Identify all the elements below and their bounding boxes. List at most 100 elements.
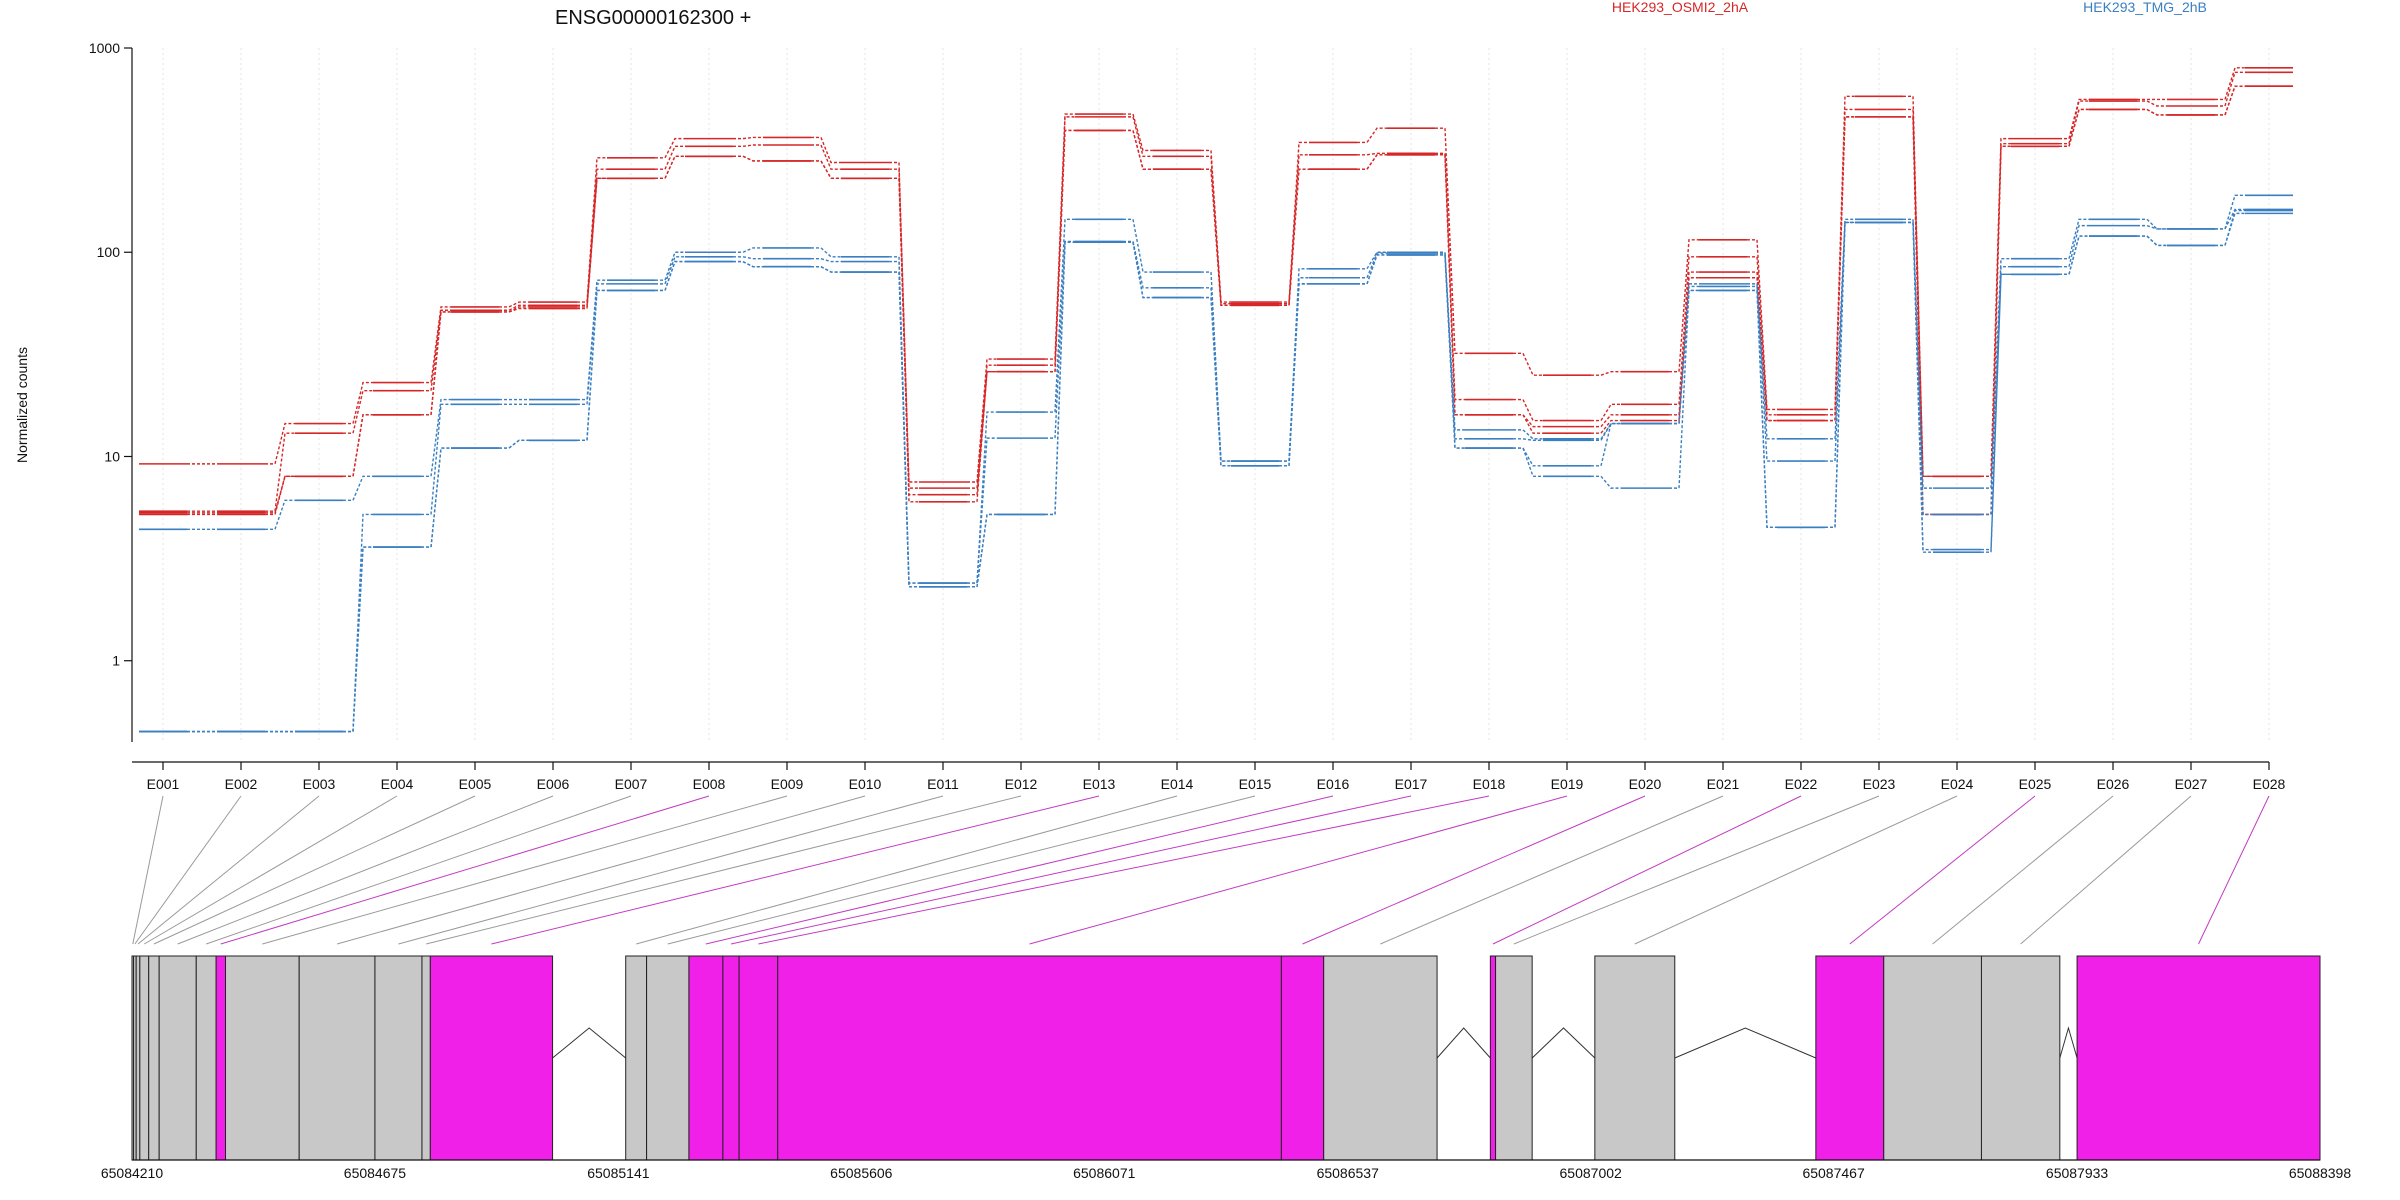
exon-connector xyxy=(134,795,242,945)
x-tick-label: E019 xyxy=(1551,776,1584,792)
exon-box xyxy=(1815,955,1885,1161)
exon-box xyxy=(2076,955,2321,1161)
coord-tick-label: 65086071 xyxy=(1073,1165,1136,1181)
exon-box xyxy=(1280,955,1325,1161)
exon-box xyxy=(646,955,690,1161)
series-line xyxy=(139,85,2293,516)
x-tick-label: E010 xyxy=(849,776,882,792)
y-tick-label: 1 xyxy=(112,653,120,669)
x-tick-label: E011 xyxy=(927,776,959,792)
exon-box xyxy=(1594,955,1676,1161)
x-tick-label: E013 xyxy=(1083,776,1116,792)
coord-tick-label: 65085606 xyxy=(830,1165,893,1181)
series-transition xyxy=(187,212,2245,733)
exon-connector xyxy=(220,795,710,945)
exon-connector xyxy=(2198,795,2270,945)
y-axis-label: Normalized counts xyxy=(14,347,30,463)
x-tick-label: E008 xyxy=(693,776,726,792)
intron xyxy=(1674,1027,1817,1059)
coord-tick-label: 65084675 xyxy=(344,1165,407,1181)
gene-model xyxy=(131,955,2321,1161)
exon-connector xyxy=(2020,795,2192,945)
x-tick-label: E021 xyxy=(1707,776,1740,792)
exon-connector xyxy=(132,795,164,945)
x-tick-label: E022 xyxy=(1785,776,1818,792)
exon-box xyxy=(215,955,227,1161)
exon-box xyxy=(1495,955,1533,1161)
x-tick-label: E020 xyxy=(1629,776,1662,792)
exon-connector xyxy=(730,795,1412,945)
exon-connector xyxy=(667,795,1256,945)
exon-connector xyxy=(177,795,554,945)
exon-box xyxy=(135,955,141,1161)
exon-connector xyxy=(336,795,866,945)
x-tick-label: E026 xyxy=(2097,776,2130,792)
x-tick-label: E017 xyxy=(1395,776,1428,792)
exon-connector xyxy=(1849,795,2036,945)
intron xyxy=(1531,1027,1596,1059)
exon-connector xyxy=(1380,795,1724,945)
coord-tick-label: 65087002 xyxy=(1560,1165,1623,1181)
series-transition xyxy=(187,208,2245,733)
y-axis: 1 10 100 1000 xyxy=(89,40,133,742)
exon-connector xyxy=(636,795,1178,945)
exon-box xyxy=(738,955,779,1161)
gridlines xyxy=(162,48,2270,742)
coord-tick-label: 65088398 xyxy=(2289,1165,2352,1181)
exon-box xyxy=(1883,955,1982,1161)
intron xyxy=(1436,1027,1491,1059)
exon-connector xyxy=(491,795,1100,945)
x-axis: E001 E002 E003 E004 E005 E006 E007 E008 E009 E010… xyxy=(132,761,2286,792)
exon-connector xyxy=(398,795,944,945)
exon-connector xyxy=(1513,795,1880,945)
exon-connector xyxy=(426,795,1022,945)
x-tick-label: E027 xyxy=(2175,776,2208,792)
series-transition xyxy=(187,85,2245,516)
series-line xyxy=(139,66,2293,483)
exon-box xyxy=(195,955,217,1161)
legend: HEK293_OSMI2_2hA HEK293_TMG_2hB xyxy=(1612,0,2207,15)
intron xyxy=(552,1027,627,1059)
exon-connector xyxy=(758,795,1490,945)
series-line xyxy=(139,85,2293,516)
genomic-coordinate-axis: 65084210 65084675 65085141 65085606 65086071… xyxy=(101,1159,2352,1181)
exon-connector xyxy=(137,795,320,945)
series-transition xyxy=(187,71,2245,512)
exon-connector xyxy=(1634,795,1958,945)
x-tick-label: E016 xyxy=(1317,776,1350,792)
x-tick-label: E025 xyxy=(2019,776,2052,792)
exon-connector xyxy=(705,795,1334,945)
exon-box xyxy=(158,955,197,1161)
x-tick-label: E028 xyxy=(2253,776,2286,792)
exon-box xyxy=(625,955,648,1161)
exon-box xyxy=(148,955,160,1161)
exon-connector xyxy=(1492,795,1802,945)
x-tick-label: E003 xyxy=(303,776,336,792)
exon-connector xyxy=(206,795,632,945)
series-transition xyxy=(187,85,2245,516)
exon-connector xyxy=(1932,795,2114,945)
x-tick-label: E009 xyxy=(771,776,804,792)
exon-box xyxy=(298,955,376,1161)
exon-connector-lines xyxy=(132,795,2270,945)
series-transition xyxy=(187,209,2245,733)
exon-box xyxy=(777,955,1282,1161)
x-tick-label: E006 xyxy=(537,776,570,792)
x-tick-label: E004 xyxy=(381,776,414,792)
x-tick-label: E014 xyxy=(1161,776,1194,792)
exon-connector xyxy=(1029,795,1568,945)
coord-tick-label: 65087467 xyxy=(1802,1165,1865,1181)
x-tick-label: E015 xyxy=(1239,776,1272,792)
x-tick-label: E005 xyxy=(459,776,492,792)
series-line xyxy=(139,209,2293,733)
exon-box xyxy=(374,955,423,1161)
x-tick-label: E023 xyxy=(1863,776,1896,792)
y-tick-label: 100 xyxy=(97,244,121,260)
intron xyxy=(2059,1026,2078,1059)
x-tick-label: E024 xyxy=(1941,776,1974,792)
y-tick-label: 10 xyxy=(104,448,120,464)
exon-box xyxy=(429,955,554,1161)
exon-box xyxy=(1980,955,2061,1161)
coord-tick-label: 65085141 xyxy=(587,1165,650,1181)
exon-box xyxy=(722,955,740,1161)
